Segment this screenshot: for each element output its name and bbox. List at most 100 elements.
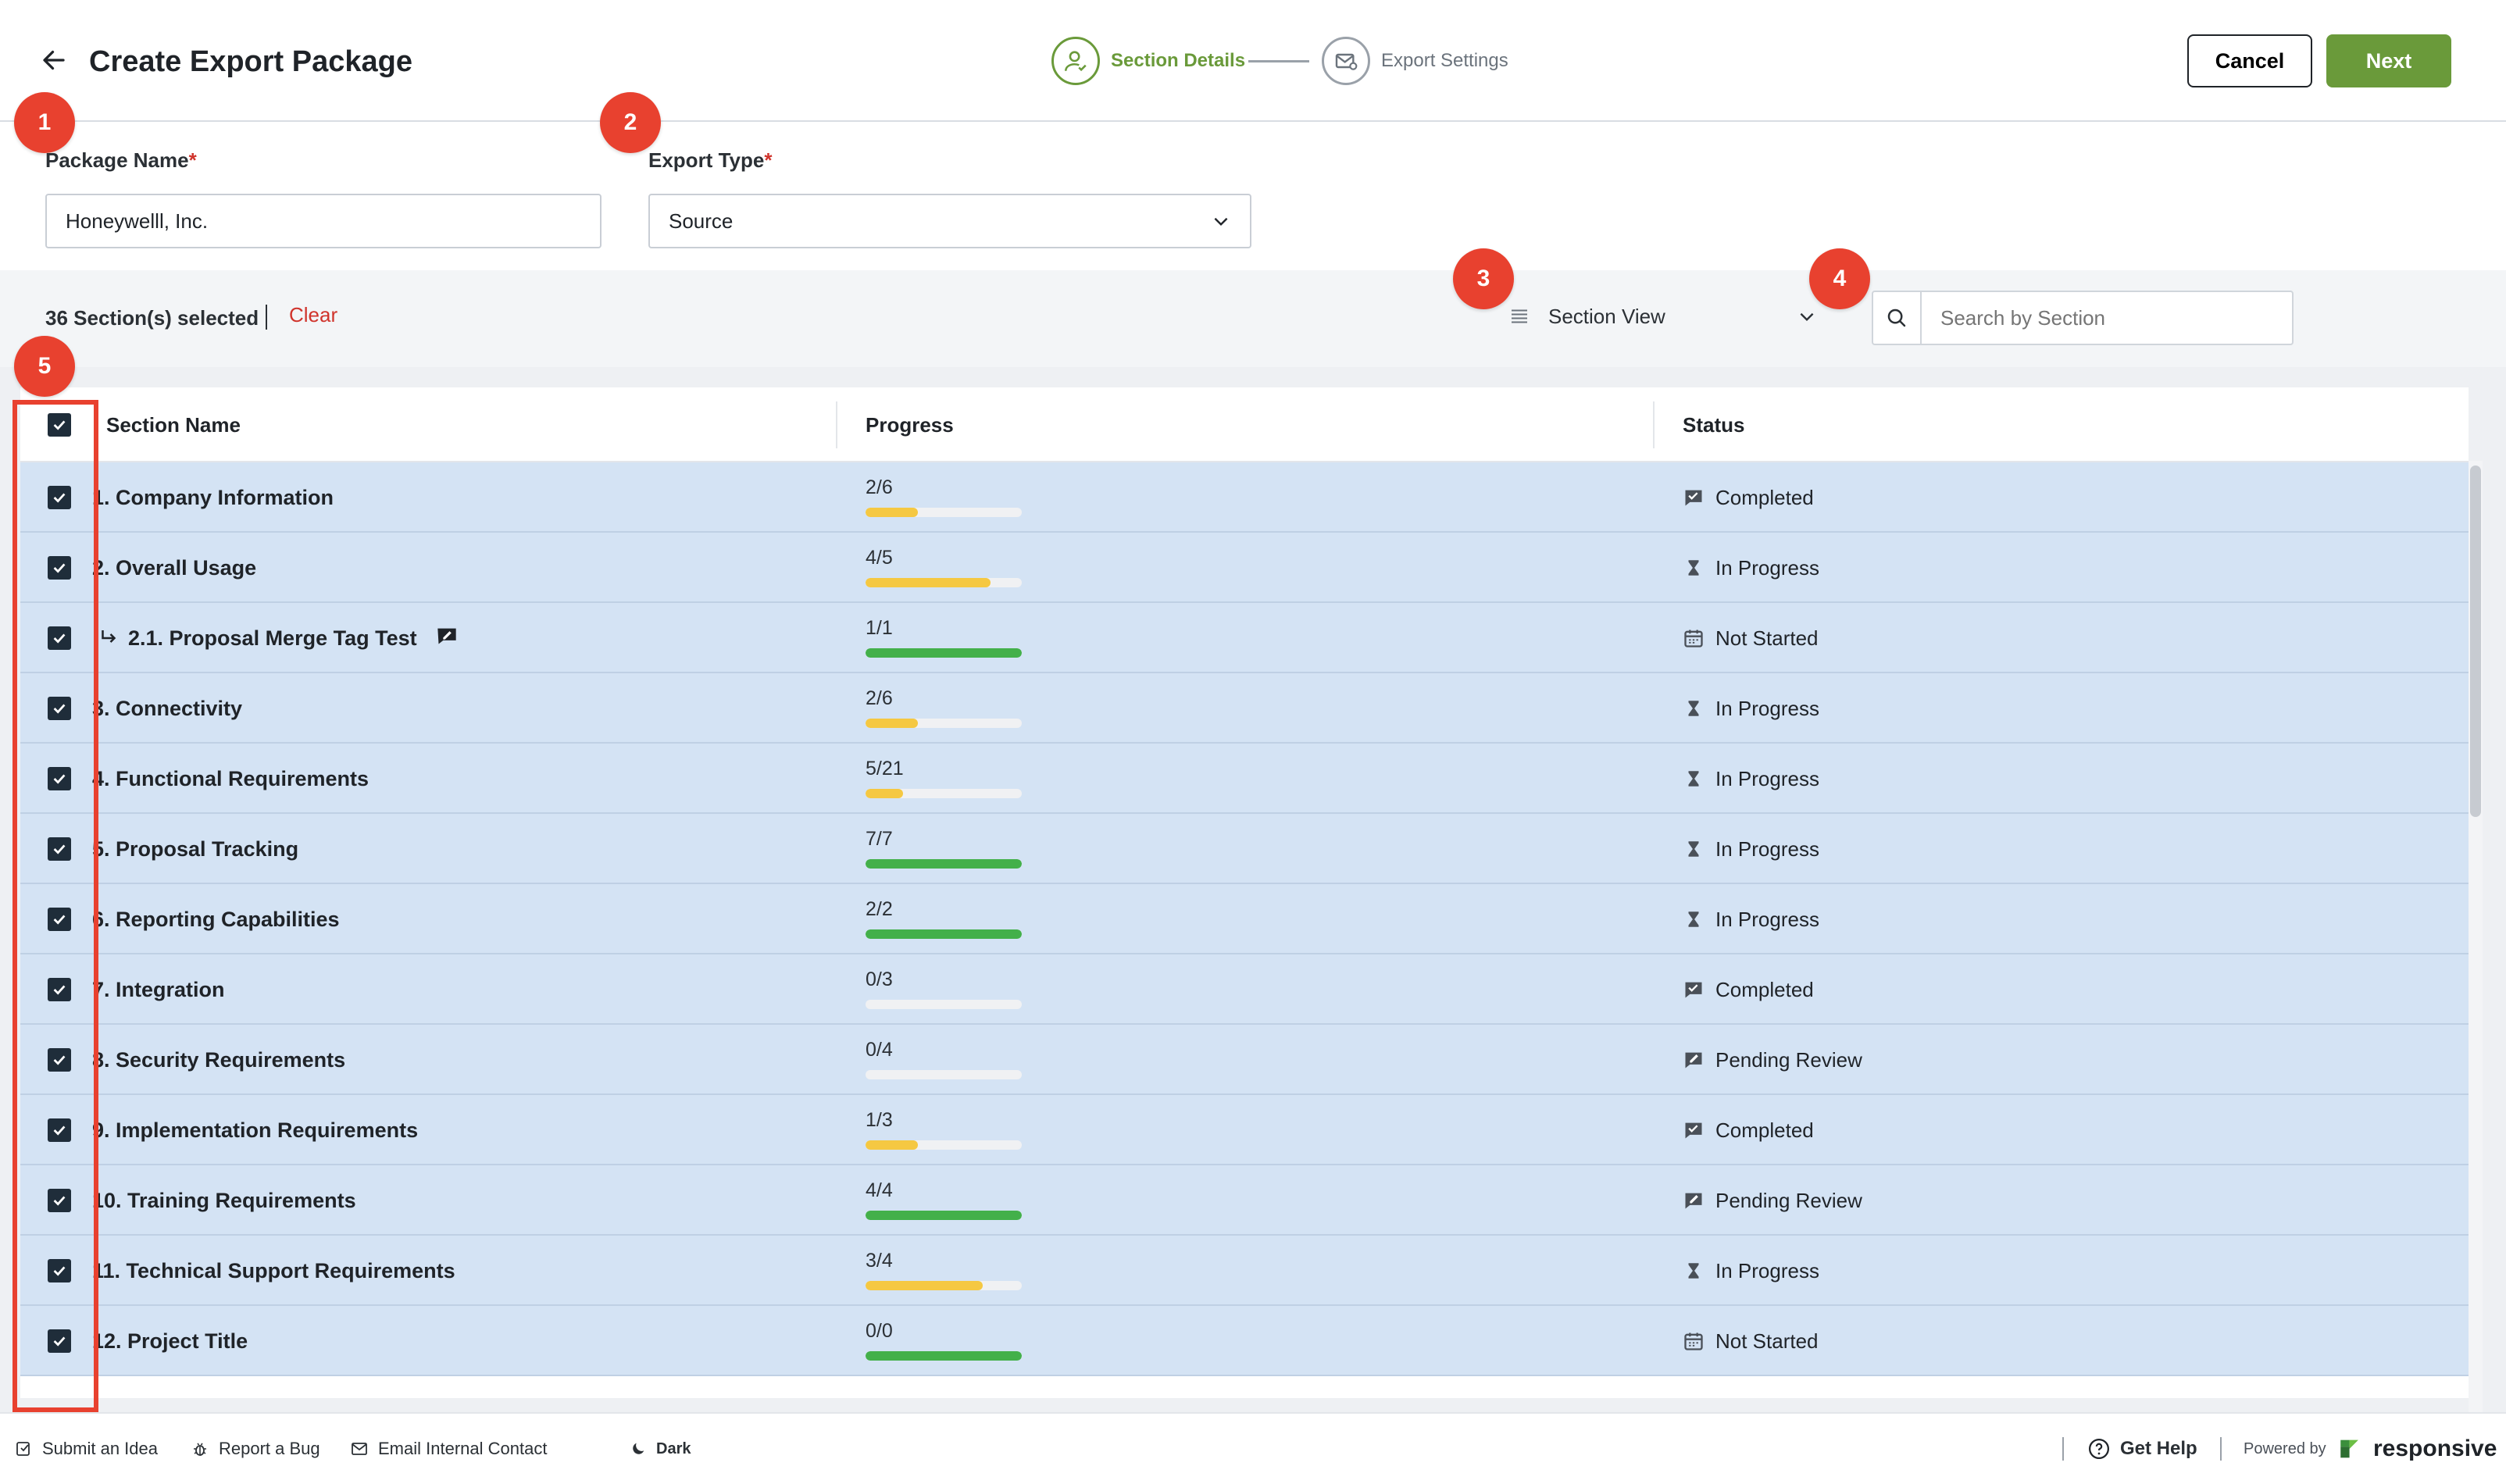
section-name[interactable]: 2. Overall Usage bbox=[92, 555, 257, 580]
export-type-select[interactable]: Source bbox=[648, 194, 1251, 248]
row-checkbox[interactable] bbox=[48, 1329, 71, 1353]
progress-text: 0/4 bbox=[866, 1039, 893, 1061]
progress-text: 0/0 bbox=[866, 1320, 893, 1342]
table-row[interactable]: 5. Proposal Tracking 7/7 In Progress bbox=[20, 814, 2469, 884]
responsive-logo-icon bbox=[2340, 1439, 2358, 1458]
get-help-link[interactable]: Get Help bbox=[2087, 1414, 2197, 1484]
subsection-arrow-icon bbox=[102, 630, 116, 643]
hourglass-icon bbox=[1683, 908, 1705, 930]
footer: Submit an Idea Report a Bug Email Intern… bbox=[0, 1412, 2506, 1482]
progress-fill bbox=[866, 1351, 1022, 1361]
progress-bar bbox=[866, 1281, 1022, 1290]
row-checkbox[interactable] bbox=[48, 486, 71, 509]
column-divider bbox=[836, 401, 837, 448]
row-checkbox[interactable] bbox=[48, 978, 71, 1001]
row-checkbox[interactable] bbox=[48, 697, 71, 720]
scrollbar-thumb[interactable] bbox=[2470, 466, 2481, 817]
clear-link[interactable]: Clear bbox=[289, 303, 338, 326]
export-type-label: Export Type* bbox=[648, 148, 773, 172]
step-section-details[interactable]: Section Details bbox=[1051, 36, 1245, 86]
user-icon bbox=[1051, 37, 1100, 85]
row-checkbox[interactable] bbox=[48, 626, 71, 650]
section-name[interactable]: 5. Proposal Tracking bbox=[92, 837, 299, 861]
search-input[interactable] bbox=[1872, 291, 2294, 345]
section-name[interactable]: 3. Connectivity bbox=[92, 696, 243, 720]
progress-bar bbox=[866, 648, 1022, 658]
step-label: Section Details bbox=[1111, 50, 1246, 71]
step-label: Export Settings bbox=[1381, 50, 1508, 71]
search-field[interactable] bbox=[1939, 305, 2283, 331]
powered-by-text: Powered by bbox=[2244, 1439, 2326, 1457]
row-checkbox[interactable] bbox=[48, 1189, 71, 1212]
package-name-input[interactable]: Honeywelll, Inc. bbox=[45, 194, 602, 248]
table-row[interactable]: 1. Company Information 2/6 Completed bbox=[20, 462, 2469, 533]
status-text: In Progress bbox=[1715, 1258, 1819, 1282]
hourglass-icon bbox=[1683, 1260, 1705, 1282]
status-cell: Completed bbox=[1683, 462, 1814, 533]
table-row[interactable]: 12. Project Title 0/0 Not Started bbox=[20, 1306, 2469, 1376]
cancel-button[interactable]: Cancel bbox=[2187, 34, 2312, 87]
status-text: Not Started bbox=[1715, 1329, 1819, 1353]
dark-mode-toggle[interactable]: Dark bbox=[630, 1414, 691, 1484]
email-contact-link[interactable]: Email Internal Contact bbox=[350, 1414, 547, 1484]
section-name[interactable]: 12. Project Title bbox=[92, 1329, 248, 1353]
step-export-settings[interactable]: Export Settings bbox=[1322, 36, 1508, 86]
help-circle-icon bbox=[2089, 1439, 2109, 1459]
progress-text: 2/2 bbox=[866, 898, 893, 920]
col-header-status[interactable]: Status bbox=[1683, 412, 1745, 437]
table-row[interactable]: 7. Integration 0/3 Completed bbox=[20, 954, 2469, 1025]
col-header-section-name[interactable]: Section Name bbox=[106, 412, 241, 437]
table-row[interactable]: 9. Implementation Requirements 1/3 Complet… bbox=[20, 1095, 2469, 1165]
annotation-marker-2: 2 bbox=[600, 92, 661, 153]
table-row[interactable]: 4. Functional Requirements 5/21 In Progres… bbox=[20, 744, 2469, 814]
table-row[interactable]: 11. Technical Support Requirements 3/4 In … bbox=[20, 1236, 2469, 1306]
row-checkbox[interactable] bbox=[48, 767, 71, 790]
section-name[interactable]: 10. Training Requirements bbox=[92, 1188, 356, 1212]
table-header: Section Name Progress Status bbox=[20, 387, 2469, 462]
submit-idea-link[interactable]: Submit an Idea bbox=[14, 1414, 158, 1484]
section-name[interactable]: 2.1. Proposal Merge Tag Test bbox=[97, 603, 459, 673]
progress-bar bbox=[866, 719, 1022, 728]
section-name[interactable]: 6. Reporting Capabilities bbox=[92, 907, 340, 931]
search-icon bbox=[1873, 292, 1922, 344]
edit-note-icon[interactable] bbox=[434, 625, 459, 652]
row-checkbox[interactable] bbox=[48, 556, 71, 580]
report-bug-link[interactable]: Report a Bug bbox=[191, 1414, 320, 1484]
annotation-marker-3: 3 bbox=[1453, 248, 1514, 309]
top-header: Create Export Package Section Details Ex… bbox=[0, 0, 2506, 122]
section-name[interactable]: 11. Technical Support Requirements bbox=[92, 1258, 455, 1282]
table-row[interactable]: 3. Connectivity 2/6 In Progress bbox=[20, 673, 2469, 744]
row-checkbox[interactable] bbox=[48, 837, 71, 861]
progress-fill bbox=[866, 929, 1022, 939]
section-name[interactable]: 4. Functional Requirements bbox=[92, 766, 369, 790]
view-selector[interactable]: Section View bbox=[1508, 291, 1820, 342]
next-button[interactable]: Next bbox=[2326, 34, 2451, 87]
section-name[interactable]: 1. Company Information bbox=[92, 485, 334, 509]
table-row[interactable]: 2. Overall Usage 4/5 In Progress bbox=[20, 533, 2469, 603]
column-divider bbox=[1653, 401, 1655, 448]
section-name[interactable]: 7. Integration bbox=[92, 977, 225, 1001]
col-header-progress[interactable]: Progress bbox=[866, 412, 954, 437]
progress-text: 1/3 bbox=[866, 1109, 893, 1131]
table-row[interactable]: 8. Security Requirements 0/4 Pending Revie… bbox=[20, 1025, 2469, 1095]
row-checkbox[interactable] bbox=[48, 1118, 71, 1142]
section-name[interactable]: 8. Security Requirements bbox=[92, 1047, 346, 1072]
annotation-marker-1: 1 bbox=[14, 92, 75, 153]
calendar-icon bbox=[1683, 1330, 1705, 1352]
table-row[interactable]: 6. Reporting Capabilities 2/2 In Progress bbox=[20, 884, 2469, 954]
select-all-checkbox[interactable] bbox=[48, 413, 71, 437]
row-checkbox[interactable] bbox=[48, 908, 71, 931]
section-name[interactable]: 9. Implementation Requirements bbox=[92, 1118, 419, 1142]
back-arrow-icon[interactable] bbox=[34, 41, 73, 80]
brand-logo[interactable]: responsive bbox=[2337, 1414, 2497, 1484]
row-checkbox[interactable] bbox=[48, 1048, 71, 1072]
table-row[interactable]: 2.1. Proposal Merge Tag Test 1/1 Not Start… bbox=[20, 603, 2469, 673]
progress-fill bbox=[866, 789, 903, 798]
status-text: In Progress bbox=[1715, 907, 1819, 931]
status-text: In Progress bbox=[1715, 696, 1819, 720]
row-checkbox[interactable] bbox=[48, 1259, 71, 1282]
status-cell: In Progress bbox=[1683, 744, 1819, 814]
chevron-down-icon bbox=[1214, 217, 1228, 227]
table-row[interactable]: 10. Training Requirements 4/4 Pending Revi… bbox=[20, 1165, 2469, 1236]
completed-icon bbox=[1683, 979, 1705, 1001]
